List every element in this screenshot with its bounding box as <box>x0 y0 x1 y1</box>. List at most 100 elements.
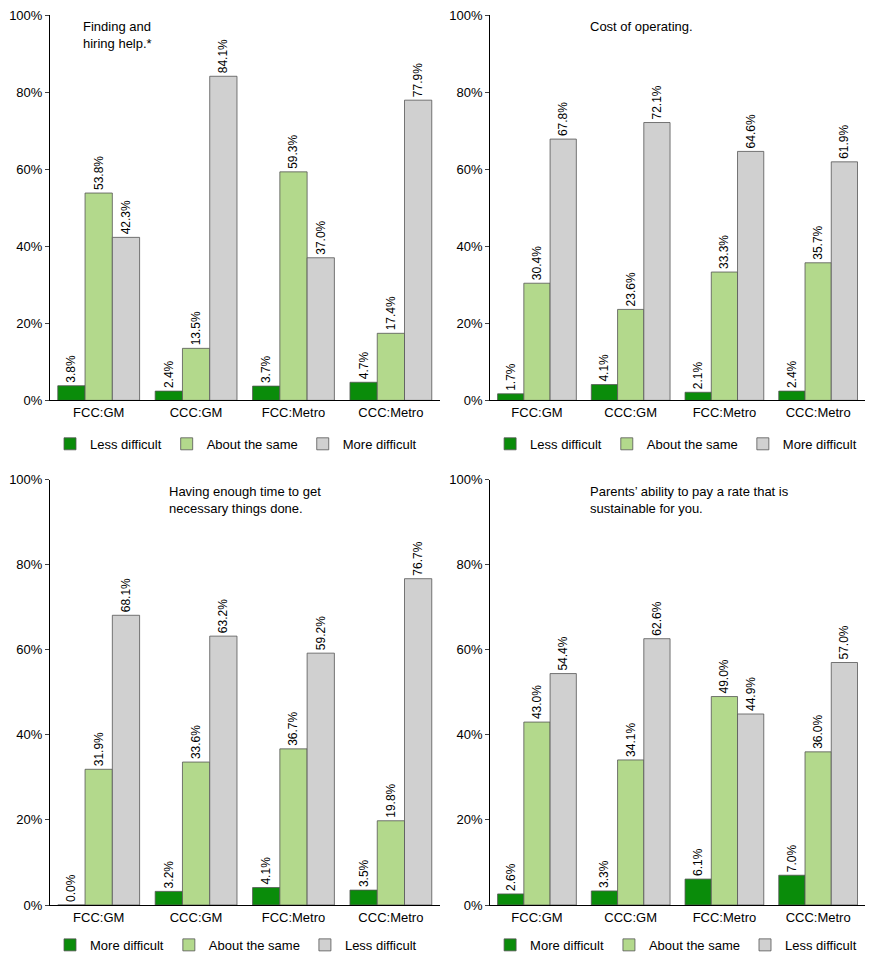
svg-text:19.8%: 19.8% <box>384 783 398 817</box>
svg-text:1.7%: 1.7% <box>504 363 518 391</box>
svg-text:FCC:GM: FCC:GM <box>73 910 124 925</box>
svg-text:CCC:Metro: CCC:Metro <box>358 405 423 420</box>
svg-text:20%: 20% <box>456 812 482 827</box>
svg-text:44.9%: 44.9% <box>744 677 758 711</box>
svg-text:Cost of operating.: Cost of operating. <box>590 19 693 34</box>
svg-text:34.1%: 34.1% <box>624 723 638 757</box>
svg-text:60%: 60% <box>456 642 482 657</box>
svg-text:37.0%: 37.0% <box>314 220 328 254</box>
svg-text:42.3%: 42.3% <box>119 200 133 234</box>
svg-text:59.2%: 59.2% <box>314 616 328 650</box>
svg-text:Less difficult: Less difficult <box>345 938 417 953</box>
svg-text:CCC:GM: CCC:GM <box>604 405 657 420</box>
svg-text:3.3%: 3.3% <box>597 860 611 888</box>
svg-text:4.7%: 4.7% <box>357 352 371 380</box>
svg-text:0.0%: 0.0% <box>64 874 78 902</box>
svg-text:About the same: About the same <box>649 938 740 953</box>
svg-text:33.3%: 33.3% <box>717 235 731 269</box>
svg-text:Parents’ ability to pay a rate: Parents’ ability to pay a rate that issu… <box>590 484 789 516</box>
svg-text:68.1%: 68.1% <box>119 578 133 612</box>
svg-text:36.7%: 36.7% <box>286 712 300 746</box>
svg-text:63.2%: 63.2% <box>216 599 230 633</box>
svg-text:60%: 60% <box>16 162 42 177</box>
svg-text:40%: 40% <box>16 239 42 254</box>
svg-text:More difficult: More difficult <box>530 938 604 953</box>
svg-text:84.1%: 84.1% <box>216 39 230 73</box>
svg-text:Less difficult: Less difficult <box>530 437 602 452</box>
svg-text:67.8%: 67.8% <box>556 102 570 136</box>
svg-text:53.8%: 53.8% <box>92 156 106 190</box>
svg-text:2.6%: 2.6% <box>504 863 518 891</box>
svg-text:7.0%: 7.0% <box>785 845 799 873</box>
svg-text:CCC:GM: CCC:GM <box>170 910 223 925</box>
svg-text:43.0%: 43.0% <box>530 685 544 719</box>
svg-text:20%: 20% <box>16 812 42 827</box>
svg-text:30.4%: 30.4% <box>530 246 544 280</box>
svg-text:80%: 80% <box>456 557 482 572</box>
svg-text:100%: 100% <box>9 472 43 487</box>
svg-text:FCC:Metro: FCC:Metro <box>693 405 757 420</box>
svg-text:2.4%: 2.4% <box>162 360 176 388</box>
svg-text:36.0%: 36.0% <box>811 714 825 748</box>
svg-text:FCC:Metro: FCC:Metro <box>262 405 326 420</box>
svg-text:2.4%: 2.4% <box>785 360 799 388</box>
svg-text:33.6%: 33.6% <box>189 725 203 759</box>
svg-text:0%: 0% <box>24 898 43 913</box>
svg-text:17.4%: 17.4% <box>384 296 398 330</box>
svg-text:3.5%: 3.5% <box>357 859 371 887</box>
svg-text:FCC:Metro: FCC:Metro <box>262 910 326 925</box>
svg-text:20%: 20% <box>16 316 42 331</box>
svg-text:About the same: About the same <box>207 437 298 452</box>
svg-text:60%: 60% <box>16 642 42 657</box>
svg-text:CCC:Metro: CCC:Metro <box>358 910 423 925</box>
svg-text:More difficult: More difficult <box>343 437 417 452</box>
svg-text:59.3%: 59.3% <box>286 134 300 168</box>
svg-text:80%: 80% <box>16 85 42 100</box>
svg-text:100%: 100% <box>449 472 483 487</box>
svg-text:77.9%: 77.9% <box>411 63 425 97</box>
svg-text:FCC:GM: FCC:GM <box>73 405 124 420</box>
svg-text:54.4%: 54.4% <box>556 636 570 670</box>
svg-text:64.6%: 64.6% <box>744 114 758 148</box>
svg-text:100%: 100% <box>9 8 43 23</box>
svg-text:40%: 40% <box>456 727 482 742</box>
svg-text:3.7%: 3.7% <box>259 355 273 383</box>
svg-text:31.9%: 31.9% <box>92 732 106 766</box>
svg-text:0%: 0% <box>464 898 483 913</box>
svg-text:20%: 20% <box>456 316 482 331</box>
svg-text:40%: 40% <box>456 239 482 254</box>
svg-text:Less difficult: Less difficult <box>90 437 162 452</box>
svg-text:Less difficult: Less difficult <box>785 938 857 953</box>
svg-text:0%: 0% <box>464 393 483 408</box>
svg-text:35.7%: 35.7% <box>811 225 825 259</box>
svg-text:CCC:Metro: CCC:Metro <box>786 405 851 420</box>
svg-text:3.2%: 3.2% <box>162 861 176 889</box>
svg-text:FCC:GM: FCC:GM <box>511 910 562 925</box>
svg-text:72.1%: 72.1% <box>650 85 664 119</box>
svg-text:Finding andhiring help.*: Finding andhiring help.* <box>83 19 152 51</box>
svg-text:CCC:GM: CCC:GM <box>170 405 223 420</box>
svg-text:About the same: About the same <box>647 437 738 452</box>
svg-text:FCC:GM: FCC:GM <box>511 405 562 420</box>
svg-text:Having enough time to getneces: Having enough time to getnecessary thing… <box>169 484 321 516</box>
svg-text:23.6%: 23.6% <box>624 272 638 306</box>
svg-text:0%: 0% <box>24 393 43 408</box>
svg-text:40%: 40% <box>16 727 42 742</box>
svg-text:CCC:GM: CCC:GM <box>604 910 657 925</box>
svg-text:More difficult: More difficult <box>783 437 857 452</box>
svg-text:80%: 80% <box>16 557 42 572</box>
svg-text:CCC:Metro: CCC:Metro <box>786 910 851 925</box>
svg-text:4.1%: 4.1% <box>259 857 273 885</box>
svg-text:13.5%: 13.5% <box>189 311 203 345</box>
svg-text:More difficult: More difficult <box>90 938 164 953</box>
svg-text:2.1%: 2.1% <box>691 362 705 390</box>
svg-text:4.1%: 4.1% <box>597 354 611 382</box>
svg-text:3.8%: 3.8% <box>64 355 78 383</box>
svg-text:FCC:Metro: FCC:Metro <box>693 910 757 925</box>
svg-text:57.0%: 57.0% <box>837 625 851 659</box>
svg-text:62.6%: 62.6% <box>650 601 664 635</box>
svg-text:49.0%: 49.0% <box>717 659 731 693</box>
svg-text:80%: 80% <box>456 85 482 100</box>
svg-text:60%: 60% <box>456 162 482 177</box>
svg-text:6.1%: 6.1% <box>691 848 705 876</box>
